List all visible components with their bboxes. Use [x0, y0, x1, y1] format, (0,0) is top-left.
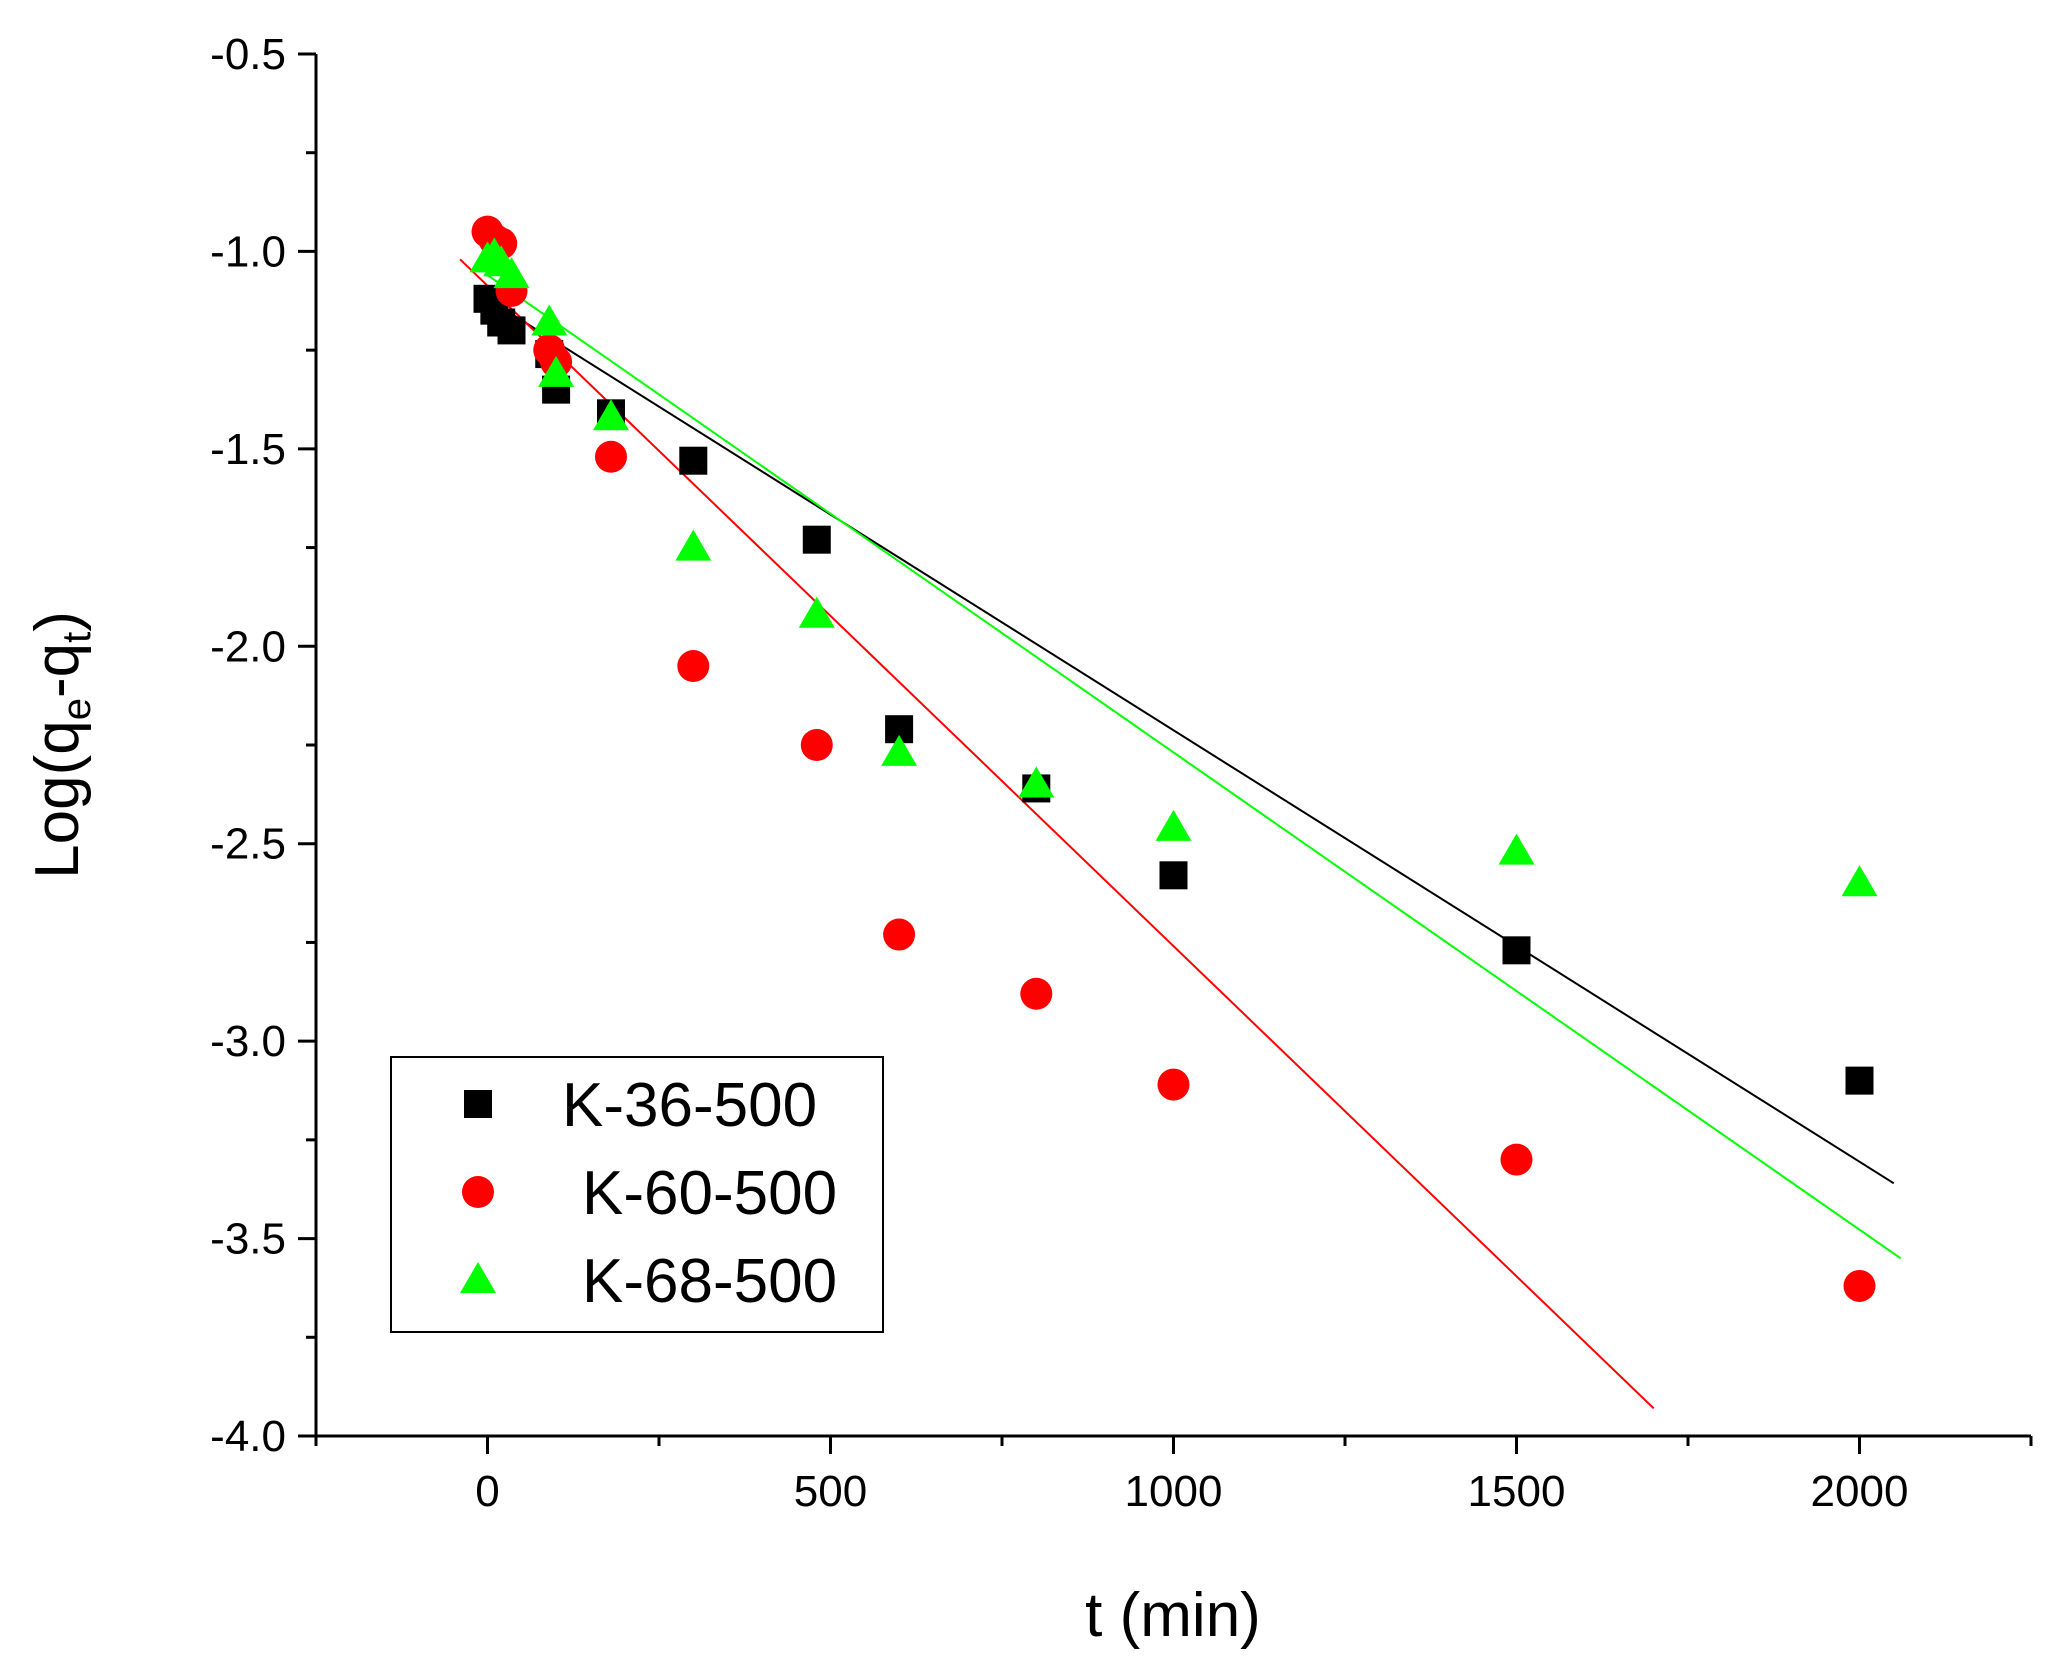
y-tick-label: -2.0 — [210, 622, 286, 671]
fit-line-K-68-500 — [486, 274, 1902, 1260]
point-K-68-500 — [1155, 809, 1192, 841]
point-K-68-500 — [493, 257, 530, 289]
point-K-68-500 — [675, 529, 712, 561]
y-tick-label: -0.5 — [210, 30, 286, 79]
y-title-subscript-e: e — [55, 698, 99, 720]
legend-marker-K-68-500 — [460, 1262, 496, 1293]
point-K-68-500 — [592, 399, 629, 431]
data-points — [469, 215, 1878, 1302]
x-tick-label: 1000 — [1125, 1467, 1223, 1516]
legend: K-36-500 K-60-500 K-68-500 — [390, 1056, 884, 1333]
point-K-36-500 — [1159, 861, 1188, 890]
point-K-68-500 — [538, 355, 575, 387]
fit-lines — [459, 258, 1902, 1410]
x-axis-title: t (min) — [1085, 1581, 1261, 1650]
fit-line-K-60-500 — [459, 258, 1655, 1410]
y-title-part-1: Log(q — [23, 720, 92, 879]
legend-label-K-68-500: K-68-500 — [582, 1247, 837, 1316]
y-title-part-3: ) — [23, 611, 92, 632]
point-K-60-500 — [1500, 1143, 1533, 1176]
y-tick-label: -4.0 — [210, 1412, 286, 1461]
point-K-68-500 — [1018, 766, 1055, 798]
x-tick-label: 0 — [475, 1467, 499, 1516]
fit-line-K-36-500 — [486, 297, 1895, 1185]
point-K-36-500 — [1502, 936, 1531, 965]
y-tick-label: -1.0 — [210, 227, 286, 276]
y-tick-label: -3.5 — [210, 1215, 286, 1264]
y-axis-title: Log(qe-qt) — [23, 611, 99, 879]
point-K-68-500 — [1498, 833, 1535, 865]
y-title-part-2: -q — [23, 643, 92, 698]
point-K-60-500 — [1020, 977, 1053, 1010]
y-ticks: -0.5 -1.0 -1.5 -2.0 -2.5 -3.0 -3.5 -4.0 — [210, 30, 316, 1461]
point-K-60-500 — [594, 440, 627, 473]
y-tick-label: -2.5 — [210, 820, 286, 869]
point-K-68-500 — [531, 304, 568, 336]
point-K-60-500 — [677, 650, 710, 683]
point-K-68-500 — [1841, 865, 1878, 897]
legend-label-K-60-500: K-60-500 — [582, 1159, 837, 1228]
point-K-36-500 — [802, 525, 831, 554]
point-K-36-500 — [497, 316, 526, 345]
point-K-68-500 — [881, 734, 918, 766]
point-K-68-500 — [798, 596, 835, 628]
y-title-subscript-t: t — [55, 632, 99, 643]
legend-label-K-36-500: K-36-500 — [562, 1071, 817, 1140]
point-K-60-500 — [800, 729, 833, 761]
legend-items: K-36-500 K-60-500 K-68-500 — [460, 1071, 837, 1316]
point-K-36-500 — [679, 446, 708, 475]
x-tick-label: 500 — [794, 1467, 867, 1516]
y-tick-label: -1.5 — [210, 425, 286, 474]
point-K-60-500 — [883, 918, 916, 951]
point-K-60-500 — [1157, 1068, 1190, 1101]
legend-marker-K-36-500 — [464, 1090, 492, 1118]
legend-marker-K-60-500 — [462, 1176, 494, 1208]
y-tick-label: -3.0 — [210, 1017, 286, 1066]
x-tick-label: 1500 — [1468, 1467, 1566, 1516]
x-tick-label: 2000 — [1811, 1467, 1909, 1516]
x-ticks: 0 500 1000 1500 2000 — [314, 1436, 2033, 1516]
point-K-36-500 — [1845, 1066, 1874, 1095]
point-K-60-500 — [1843, 1269, 1876, 1302]
